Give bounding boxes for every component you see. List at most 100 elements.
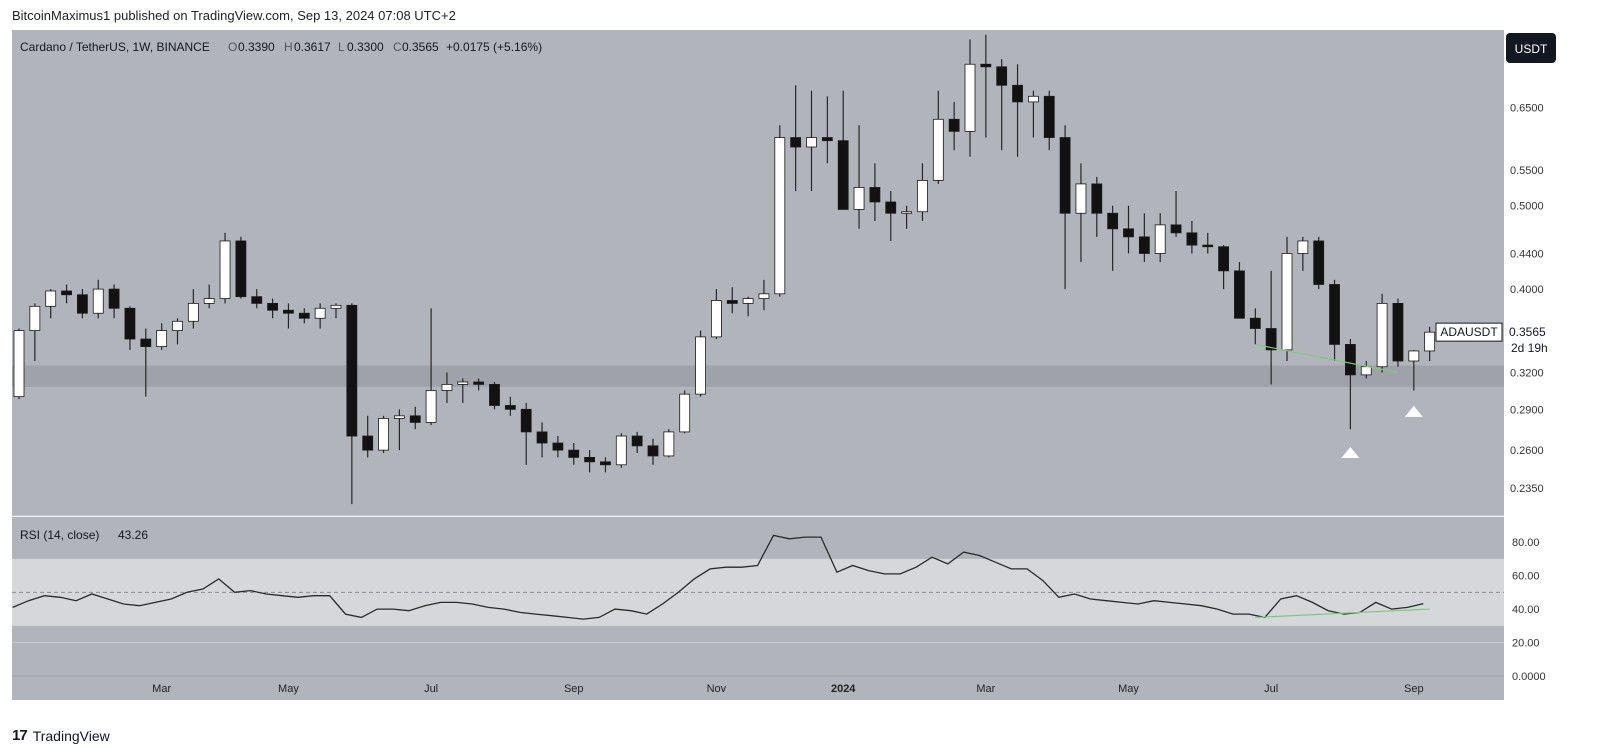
currency-badge-label: USDT (1515, 42, 1548, 56)
candle-up (441, 383, 453, 391)
rsi-axis: 0.0000 20.00 40.00 60.00 80.00 (1512, 537, 1546, 683)
time-axis[interactable]: Mar May Jul Sep Nov 2024 Mar May Jul Sep (152, 683, 1423, 695)
candle-down (1265, 328, 1277, 351)
legend-close: 0.3565 (402, 40, 439, 54)
candle-down (948, 118, 960, 132)
candle-down (1218, 246, 1229, 272)
legend-low: 0.3300 (347, 40, 384, 54)
legend-change: +0.0175 (+5.16%) (446, 40, 542, 54)
support-trendline (1255, 343, 1399, 374)
candle-down (362, 435, 374, 451)
candle-down (1345, 344, 1356, 376)
candle-down (1091, 183, 1103, 214)
candlestick-series[interactable] (13, 34, 1436, 505)
candle-up (13, 330, 25, 398)
candle-down (298, 312, 310, 319)
candle-down (267, 302, 279, 311)
price-tag: ADAUSDT 0.3565 2d 19h (1435, 320, 1557, 355)
price-tick-label: 0.4000 (1510, 284, 1544, 296)
candle-up (45, 290, 57, 307)
rsi-tick-label: 40.00 (1512, 604, 1540, 616)
candle-down (821, 137, 833, 142)
candle-up (853, 187, 865, 210)
candle-up (378, 418, 389, 451)
price-trendline (1255, 343, 1399, 374)
price-tick-label: 0.6500 (1510, 103, 1544, 115)
candle-down (552, 442, 564, 451)
price-tag-countdown: 2d 19h (1511, 341, 1548, 355)
candle-up (1424, 331, 1436, 352)
time-tick-label: May (278, 683, 299, 695)
candle-up (219, 240, 231, 299)
price-tick-label: 0.2350 (1510, 483, 1544, 495)
candle-up (203, 298, 215, 304)
candle-down (1012, 84, 1023, 103)
publish-header: BitcoinMaximus1 published on TradingView… (12, 8, 456, 23)
time-tick-label: Nov (707, 683, 727, 695)
time-tick-label: Jul (424, 683, 438, 695)
price-tag-symbol: ADAUSDT (1440, 325, 1498, 339)
price-pane-background (12, 30, 1504, 516)
candle-up (1028, 95, 1039, 103)
candle-down (600, 461, 611, 466)
candle-up (29, 305, 41, 331)
candle-up (901, 211, 912, 214)
currency-badge[interactable] (1506, 33, 1556, 63)
candle-down (251, 296, 263, 304)
price-tag-price: 0.3565 (1509, 325, 1546, 339)
candle-down (1123, 228, 1134, 238)
price-tick-label: 0.2900 (1510, 404, 1544, 416)
candle-up (92, 288, 104, 314)
time-tick-label: Mar (152, 683, 171, 695)
legend-high-label: H (284, 40, 293, 54)
candle-down (77, 294, 88, 314)
buy-marker-icon (1404, 405, 1423, 417)
tradingview-logo-text: TradingView (32, 727, 110, 744)
candle-up (695, 336, 706, 395)
candle-up (806, 137, 817, 148)
tradingview-logo[interactable]: 17 TradingView (12, 727, 110, 744)
candle-down (1043, 95, 1055, 138)
rsi-trendline (1255, 608, 1430, 619)
time-tick-label: May (1118, 683, 1139, 695)
candle-up (425, 390, 437, 423)
time-axis-background (12, 676, 1504, 700)
legend-close-label: C (393, 40, 402, 54)
candle-up (1408, 350, 1420, 362)
candle-up (1281, 253, 1293, 351)
candle-down (726, 300, 738, 304)
candle-down (1107, 212, 1119, 230)
candle-down (790, 137, 802, 148)
candle-down (584, 456, 595, 463)
candle-down (473, 381, 485, 385)
candle-down (1186, 232, 1198, 246)
price-tick-label: 0.5500 (1510, 165, 1544, 177)
candle-up (156, 330, 168, 347)
time-tick-label: Sep (564, 683, 584, 695)
candle-down (504, 405, 516, 410)
candle-down (1329, 284, 1340, 345)
legend-open: 0.3390 (238, 40, 275, 54)
price-tag-box (1505, 320, 1557, 355)
candle-up (758, 293, 770, 299)
legend-high: 0.3617 (294, 40, 331, 54)
candle-up (679, 393, 691, 433)
rsi-legend-label: RSI (14, close) (20, 528, 99, 542)
candle-down (980, 63, 992, 68)
candle-up (774, 137, 786, 295)
candle-down (520, 408, 532, 433)
candle-down (869, 187, 881, 203)
candle-down (1202, 244, 1214, 248)
time-tick-label: Mar (976, 683, 995, 695)
candle-down (1138, 236, 1150, 254)
candle-down (536, 431, 548, 444)
rsi-tick-label: 80.00 (1512, 537, 1540, 549)
candle-down (1234, 270, 1245, 319)
candle-down (235, 240, 247, 298)
candle-down (346, 304, 358, 437)
candle-up (172, 320, 183, 331)
time-tick-label: Jul (1264, 683, 1278, 695)
time-tick-label: Sep (1404, 683, 1424, 695)
candle-down (1392, 302, 1404, 362)
